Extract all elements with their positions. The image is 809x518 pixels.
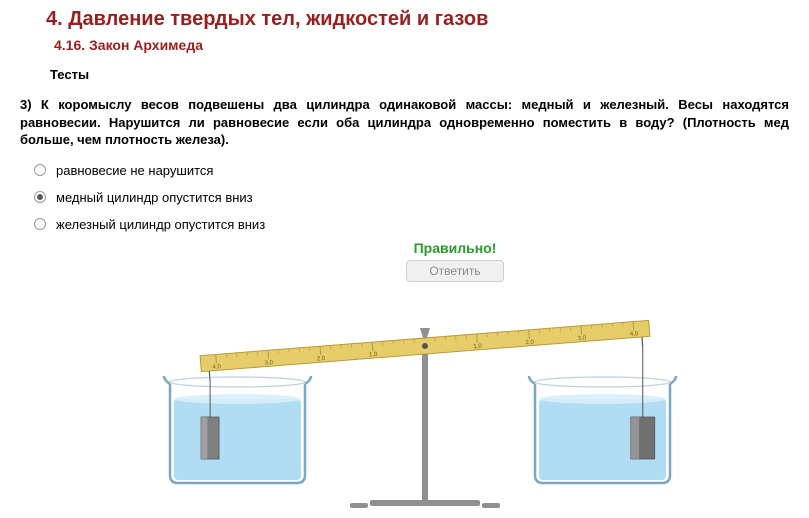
answer-option-1[interactable]: медный цилиндр опустится вниз: [34, 190, 809, 205]
answer-option-2[interactable]: железный цилиндр опустится вниз: [34, 217, 809, 232]
radio-icon: [34, 164, 46, 176]
svg-text:1,0: 1,0: [473, 344, 482, 351]
svg-text:3,0: 3,0: [577, 335, 586, 342]
svg-text:4,0: 4,0: [212, 364, 221, 371]
balance-simulation-diagram: 4,0 3,0 2,0 1,0 1,0 2,0 3,0 4,0: [150, 298, 710, 518]
section-title: 4.16. Закон Архимеда: [54, 37, 809, 53]
radio-icon: [34, 191, 46, 203]
answer-label: равновесие не нарушится: [56, 163, 213, 178]
answer-option-0[interactable]: равновесие не нарушится: [34, 163, 809, 178]
answer-label: железный цилиндр опустится вниз: [56, 217, 265, 232]
svg-text:1,0: 1,0: [369, 352, 378, 359]
svg-text:4,0: 4,0: [630, 331, 639, 338]
tests-label: Тесты: [50, 67, 809, 82]
svg-text:2,0: 2,0: [525, 339, 534, 346]
answer-label: медный цилиндр опустится вниз: [56, 190, 253, 205]
radio-icon: [34, 218, 46, 230]
feedback-text: Правильно!: [390, 240, 520, 256]
feedback-region: Правильно! Ответить: [390, 240, 520, 282]
svg-text:3,0: 3,0: [265, 360, 274, 367]
question-text: 3) К коромыслу весов подвешены два цилин…: [20, 96, 789, 149]
answers-group: равновесие не нарушится медный цилиндр о…: [34, 163, 809, 232]
svg-text:2,0: 2,0: [317, 356, 326, 363]
chapter-title: 4. Давление твердых тел, жидкостей и газ…: [46, 8, 809, 31]
answer-button[interactable]: Ответить: [406, 260, 503, 282]
